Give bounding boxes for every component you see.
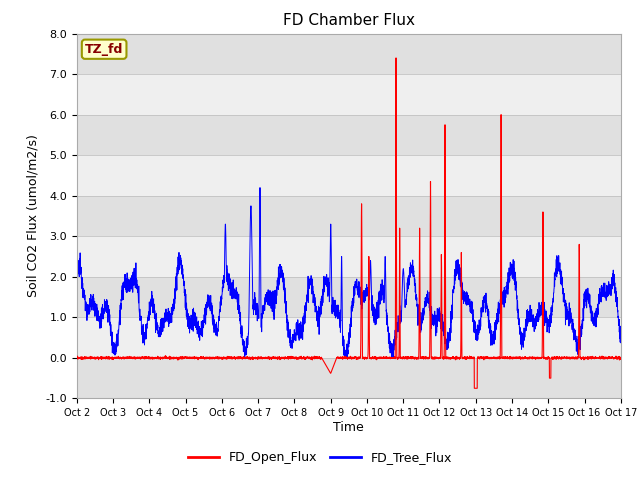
Bar [77, 34, 621, 74]
Bar [77, 358, 621, 398]
Bar [77, 277, 621, 317]
Bar [77, 236, 621, 277]
Bar [77, 74, 621, 115]
Bar [77, 155, 621, 196]
Bar [77, 317, 621, 358]
Text: TZ_fd: TZ_fd [85, 43, 124, 56]
Bar [77, 196, 621, 236]
Y-axis label: Soil CO2 Flux (umol/m2/s): Soil CO2 Flux (umol/m2/s) [27, 134, 40, 298]
Title: FD Chamber Flux: FD Chamber Flux [283, 13, 415, 28]
Legend: FD_Open_Flux, FD_Tree_Flux: FD_Open_Flux, FD_Tree_Flux [182, 446, 458, 469]
X-axis label: Time: Time [333, 421, 364, 434]
Bar [77, 115, 621, 155]
